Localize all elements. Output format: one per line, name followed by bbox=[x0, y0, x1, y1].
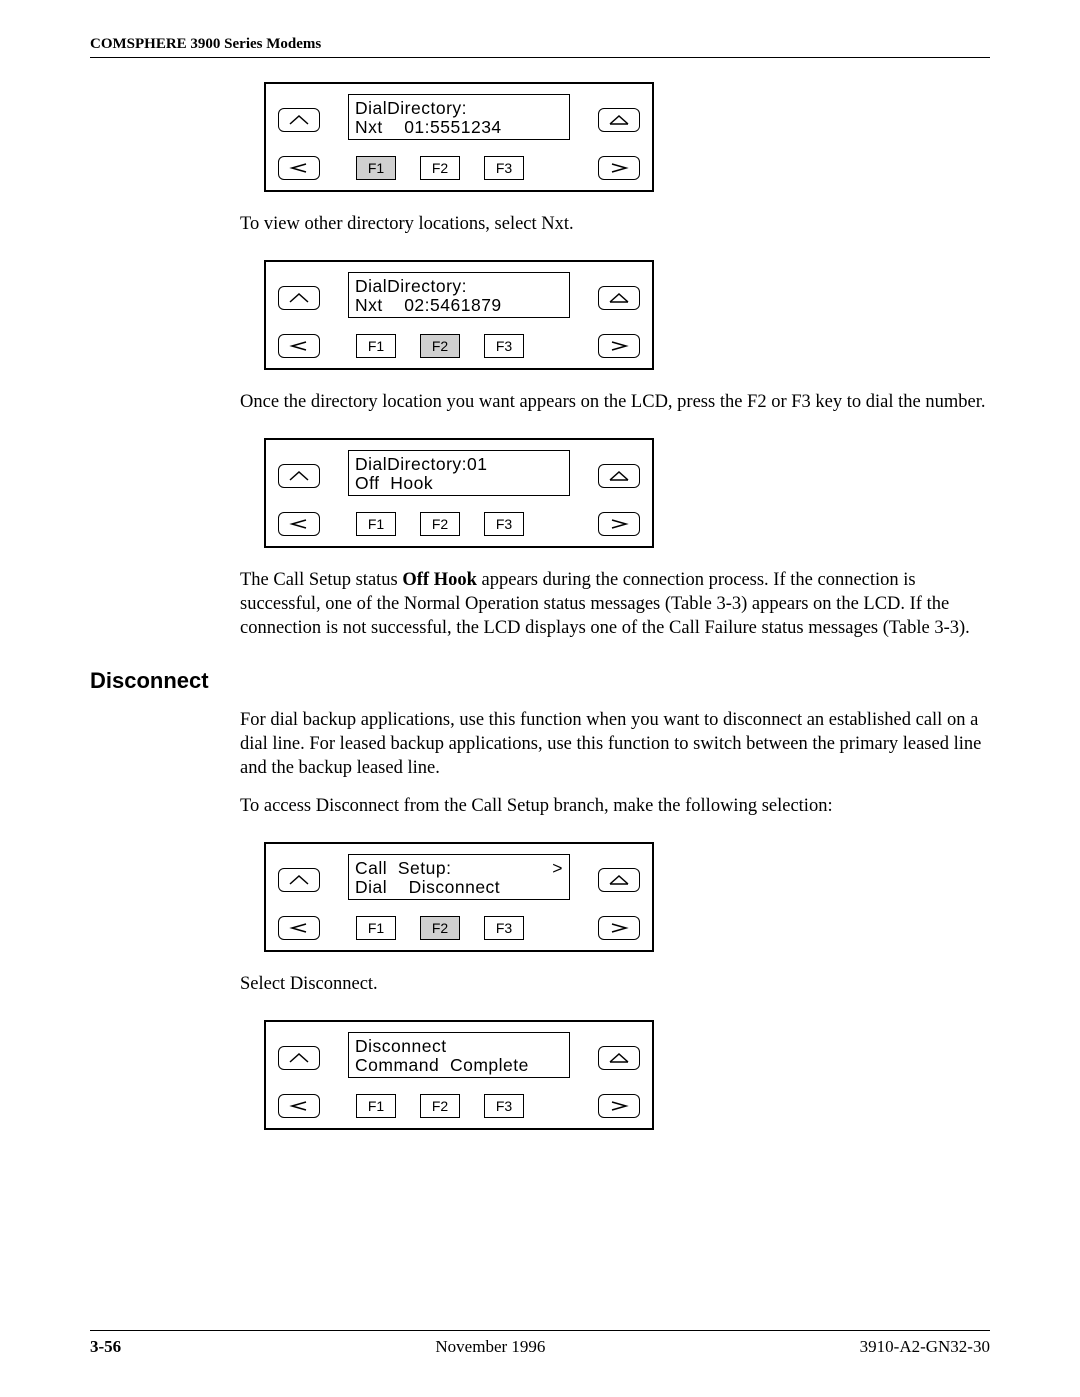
paragraph: To access Disconnect from the Call Setup… bbox=[240, 794, 990, 818]
paragraph: To view other directory locations, selec… bbox=[240, 212, 990, 236]
lcd-line-1: Call Setup: > bbox=[355, 859, 563, 878]
lcd-line-1: DialDirectory: bbox=[355, 99, 563, 118]
up-closed-button[interactable] bbox=[598, 868, 640, 892]
right-button[interactable] bbox=[598, 512, 640, 536]
lcd-screen: DialDirectory: Nxt 02:5461879 bbox=[348, 272, 570, 318]
paragraph: For dial backup applications, use this f… bbox=[240, 708, 990, 780]
f2-key[interactable]: F2 bbox=[420, 334, 460, 358]
f3-key[interactable]: F3 bbox=[484, 512, 524, 536]
up-closed-button[interactable] bbox=[598, 1046, 640, 1070]
lcd-line-2: Dial Disconnect bbox=[355, 878, 563, 897]
f2-key[interactable]: F2 bbox=[420, 916, 460, 940]
fkey-row: F1 F2 F3 bbox=[348, 916, 570, 940]
lcd-line-2: Nxt 02:5461879 bbox=[355, 296, 563, 315]
up-open-button[interactable] bbox=[278, 868, 320, 892]
right-button[interactable] bbox=[598, 1094, 640, 1118]
lcd-more-indicator: > bbox=[552, 859, 563, 878]
up-closed-button[interactable] bbox=[598, 108, 640, 132]
up-closed-button[interactable] bbox=[598, 286, 640, 310]
f1-key[interactable]: F1 bbox=[356, 512, 396, 536]
footer-date: November 1996 bbox=[435, 1337, 545, 1357]
page-number: 3-56 bbox=[90, 1337, 121, 1357]
fkey-row: F1 F2 F3 bbox=[348, 1094, 570, 1118]
lcd-panel-frame: DialDirectory: Nxt 02:5461879 F1 F2 F3 bbox=[264, 260, 654, 370]
page-footer: 3-56 November 1996 3910-A2-GN32-30 bbox=[90, 1330, 990, 1357]
f2-key[interactable]: F2 bbox=[420, 156, 460, 180]
page: COMSPHERE 3900 Series Modems DialDirecto… bbox=[0, 0, 1080, 1397]
f1-key[interactable]: F1 bbox=[356, 156, 396, 180]
lcd-panel: DialDirectory: Nxt 01:5551234 F1 F2 F3 bbox=[264, 82, 990, 192]
left-button[interactable] bbox=[278, 334, 320, 358]
up-open-button[interactable] bbox=[278, 1046, 320, 1070]
lcd-screen: DialDirectory:01 Off Hook bbox=[348, 450, 570, 496]
section-heading-disconnect: Disconnect bbox=[90, 668, 990, 694]
fkey-row: F1 F2 F3 bbox=[348, 512, 570, 536]
f2-key[interactable]: F2 bbox=[420, 512, 460, 536]
lcd-line-1: Disconnect bbox=[355, 1037, 563, 1056]
left-button[interactable] bbox=[278, 916, 320, 940]
left-button[interactable] bbox=[278, 512, 320, 536]
right-button[interactable] bbox=[598, 334, 640, 358]
right-button[interactable] bbox=[598, 156, 640, 180]
lcd-panel: DialDirectory: Nxt 02:5461879 F1 F2 F3 bbox=[264, 260, 990, 370]
body-column: For dial backup applications, use this f… bbox=[240, 708, 990, 1130]
up-open-button[interactable] bbox=[278, 286, 320, 310]
fkey-row: F1 F2 F3 bbox=[348, 156, 570, 180]
lcd-panel-frame: DialDirectory: Nxt 01:5551234 F1 F2 F3 bbox=[264, 82, 654, 192]
lcd-panel: Disconnect Command Complete F1 F2 F3 bbox=[264, 1020, 990, 1130]
header-rule bbox=[90, 57, 990, 58]
lcd-panel: Call Setup: > Dial Disconnect F1 F2 F3 bbox=[264, 842, 990, 952]
lcd-line-2: Off Hook bbox=[355, 474, 563, 493]
f1-key[interactable]: F1 bbox=[356, 916, 396, 940]
lcd-screen: DialDirectory: Nxt 01:5551234 bbox=[348, 94, 570, 140]
lcd-text: Call Setup: bbox=[355, 858, 451, 878]
fkey-row: F1 F2 F3 bbox=[348, 334, 570, 358]
left-button[interactable] bbox=[278, 156, 320, 180]
lcd-line-2: Nxt 01:5551234 bbox=[355, 118, 563, 137]
footer-rule bbox=[90, 1330, 990, 1331]
paragraph: The Call Setup status Off Hook appears d… bbox=[240, 568, 990, 640]
up-open-button[interactable] bbox=[278, 108, 320, 132]
f2-key[interactable]: F2 bbox=[420, 1094, 460, 1118]
body-column: DialDirectory: Nxt 01:5551234 F1 F2 F3 bbox=[240, 82, 990, 640]
paragraph: Select Disconnect. bbox=[240, 972, 990, 996]
lcd-line-1: DialDirectory: bbox=[355, 277, 563, 296]
f1-key[interactable]: F1 bbox=[356, 1094, 396, 1118]
lcd-screen: Call Setup: > Dial Disconnect bbox=[348, 854, 570, 900]
up-closed-button[interactable] bbox=[598, 464, 640, 488]
document-number: 3910-A2-GN32-30 bbox=[860, 1337, 990, 1357]
left-button[interactable] bbox=[278, 1094, 320, 1118]
text-bold: Off Hook bbox=[402, 570, 477, 590]
f3-key[interactable]: F3 bbox=[484, 334, 524, 358]
lcd-panel-frame: DialDirectory:01 Off Hook F1 F2 F3 bbox=[264, 438, 654, 548]
f3-key[interactable]: F3 bbox=[484, 156, 524, 180]
right-button[interactable] bbox=[598, 916, 640, 940]
lcd-panel-frame: Call Setup: > Dial Disconnect F1 F2 F3 bbox=[264, 842, 654, 952]
lcd-panel-frame: Disconnect Command Complete F1 F2 F3 bbox=[264, 1020, 654, 1130]
lcd-screen: Disconnect Command Complete bbox=[348, 1032, 570, 1078]
lcd-line-1: DialDirectory:01 bbox=[355, 455, 563, 474]
f1-key[interactable]: F1 bbox=[356, 334, 396, 358]
up-open-button[interactable] bbox=[278, 464, 320, 488]
lcd-line-2: Command Complete bbox=[355, 1056, 563, 1075]
paragraph: Once the directory location you want app… bbox=[240, 390, 990, 414]
lcd-panel: DialDirectory:01 Off Hook F1 F2 F3 bbox=[264, 438, 990, 548]
running-head: COMSPHERE 3900 Series Modems bbox=[90, 36, 990, 53]
f3-key[interactable]: F3 bbox=[484, 916, 524, 940]
text-run: The Call Setup status bbox=[240, 570, 402, 590]
f3-key[interactable]: F3 bbox=[484, 1094, 524, 1118]
